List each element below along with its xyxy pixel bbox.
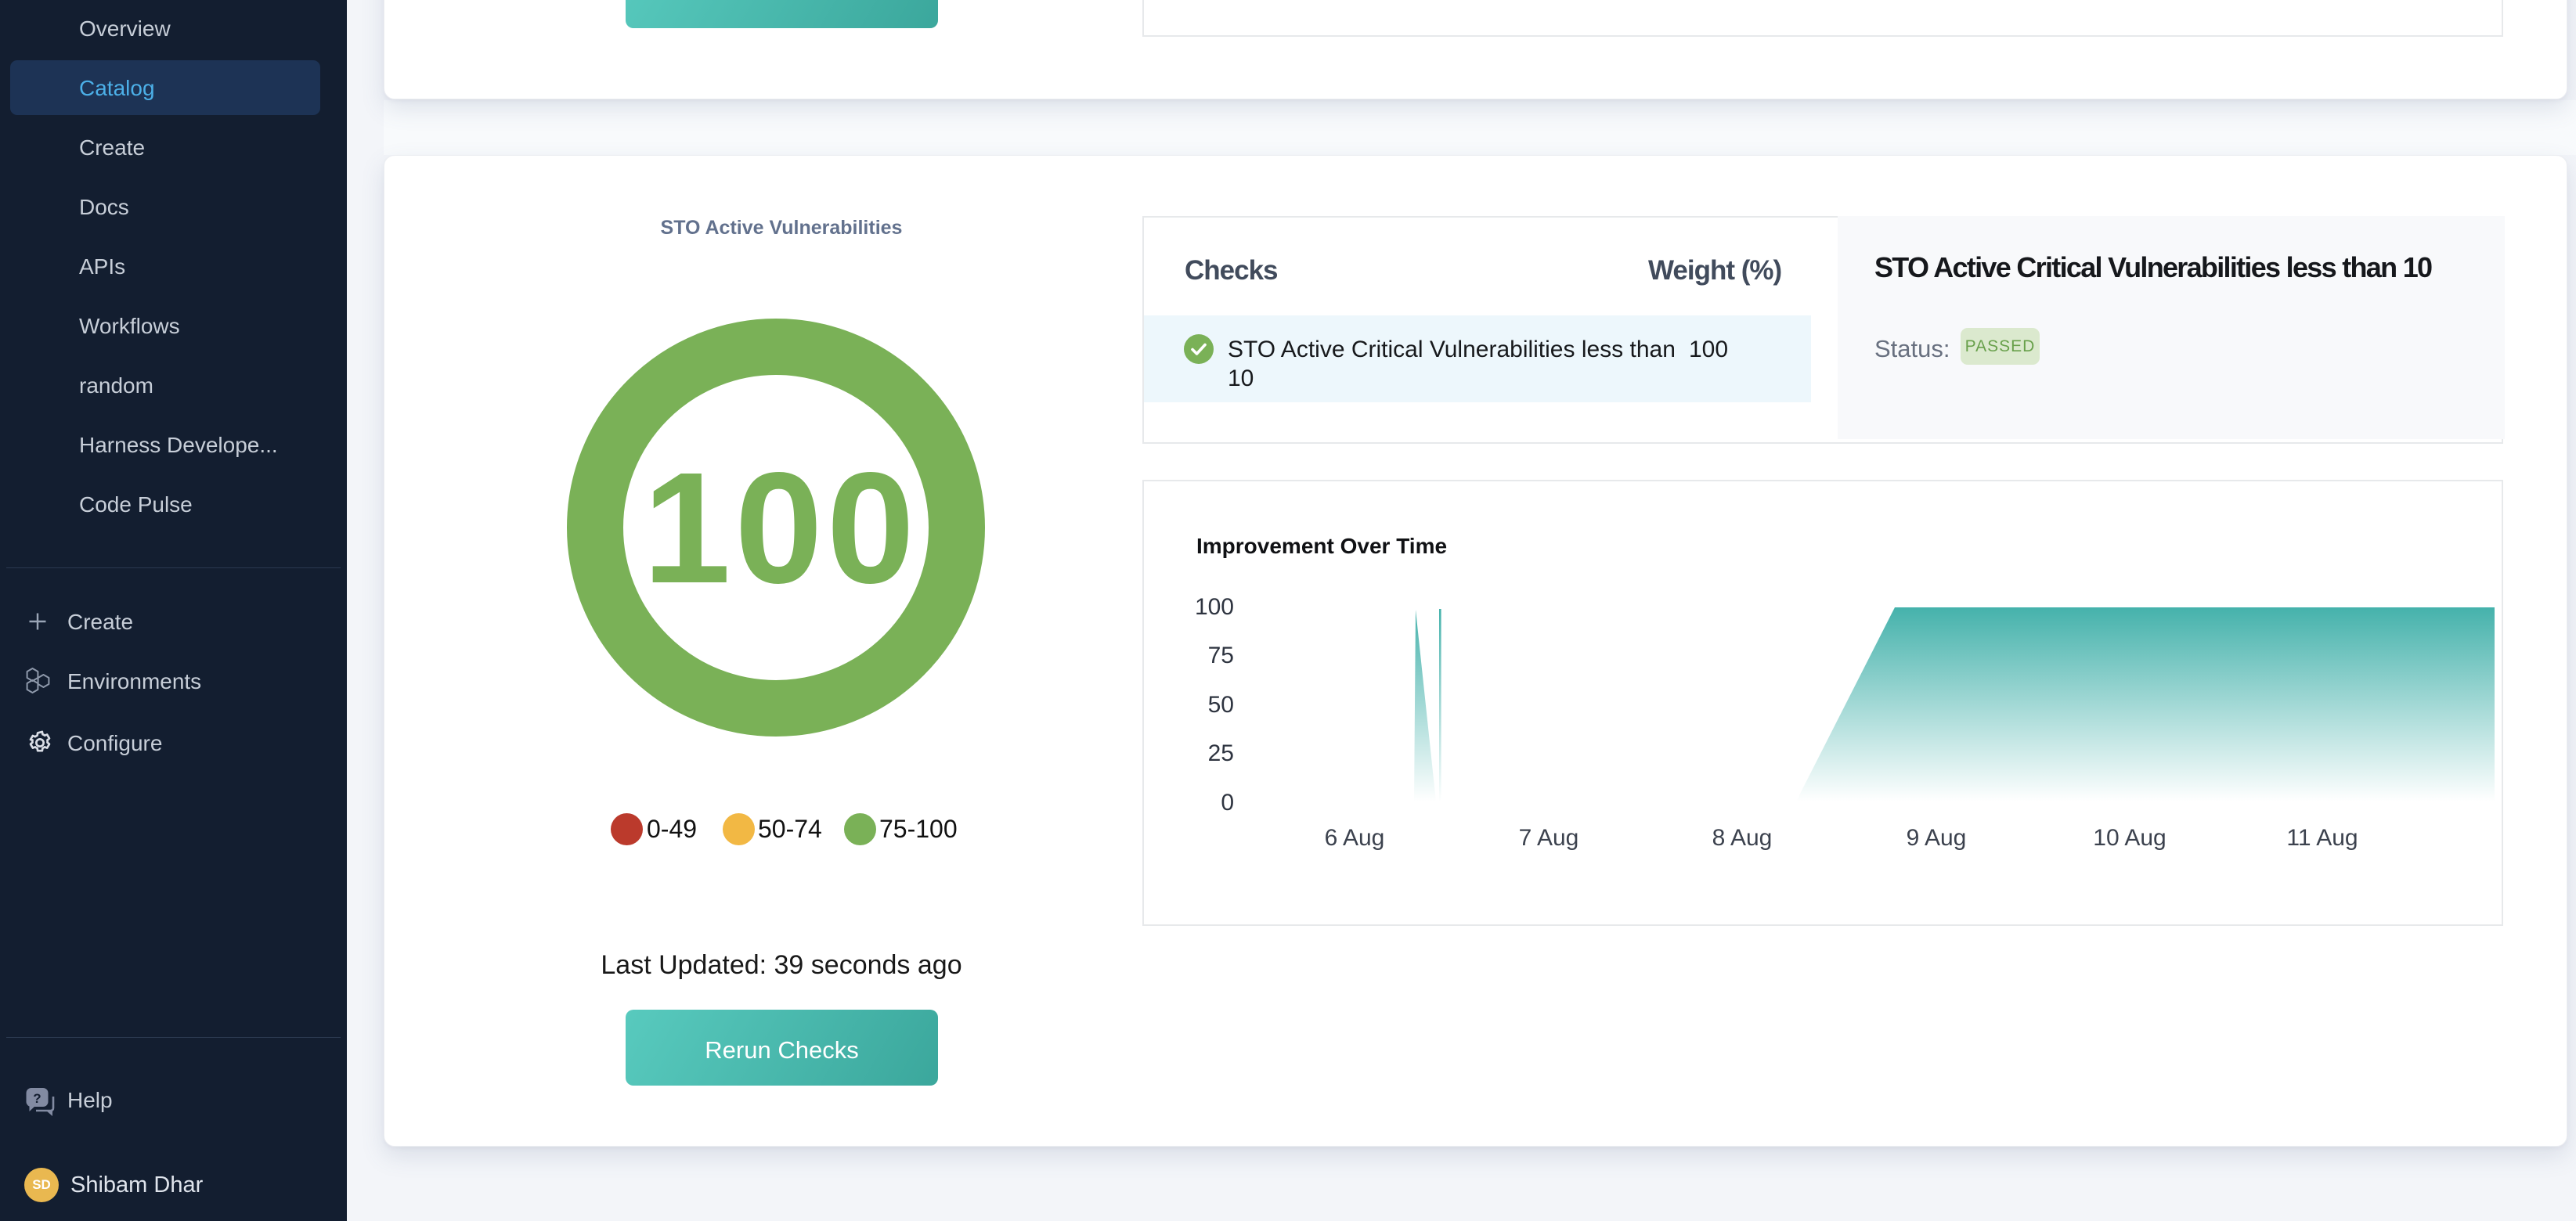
svg-text:?: ? — [33, 1091, 41, 1106]
